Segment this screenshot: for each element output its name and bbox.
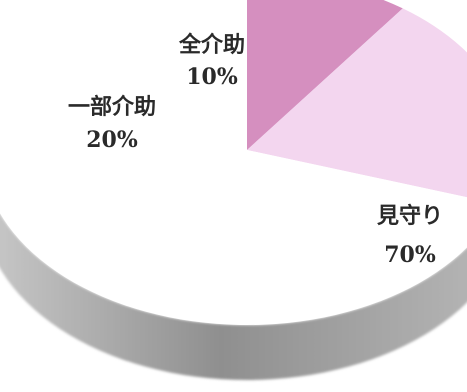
pie-slices — [0, 0, 467, 325]
pie-labels: 全介助 10% 一部介助 20% 見守り 70% — [68, 32, 443, 268]
slice-value-1: 10% — [186, 64, 238, 90]
pie-side-wall — [0, 213, 467, 380]
slice-label-2: 一部介助 — [68, 94, 156, 120]
slice-label-3: 見守り — [377, 203, 443, 229]
pie-side-shadow — [0, 213, 467, 380]
slice-value-3: 70% — [384, 242, 436, 268]
pie-slice-2 — [247, 8, 467, 198]
slice-label-1: 全介助 — [178, 32, 245, 58]
pie-slice-3 — [0, 0, 467, 325]
pie-slice-1 — [247, 0, 403, 150]
slice-value-2: 20% — [86, 127, 138, 153]
